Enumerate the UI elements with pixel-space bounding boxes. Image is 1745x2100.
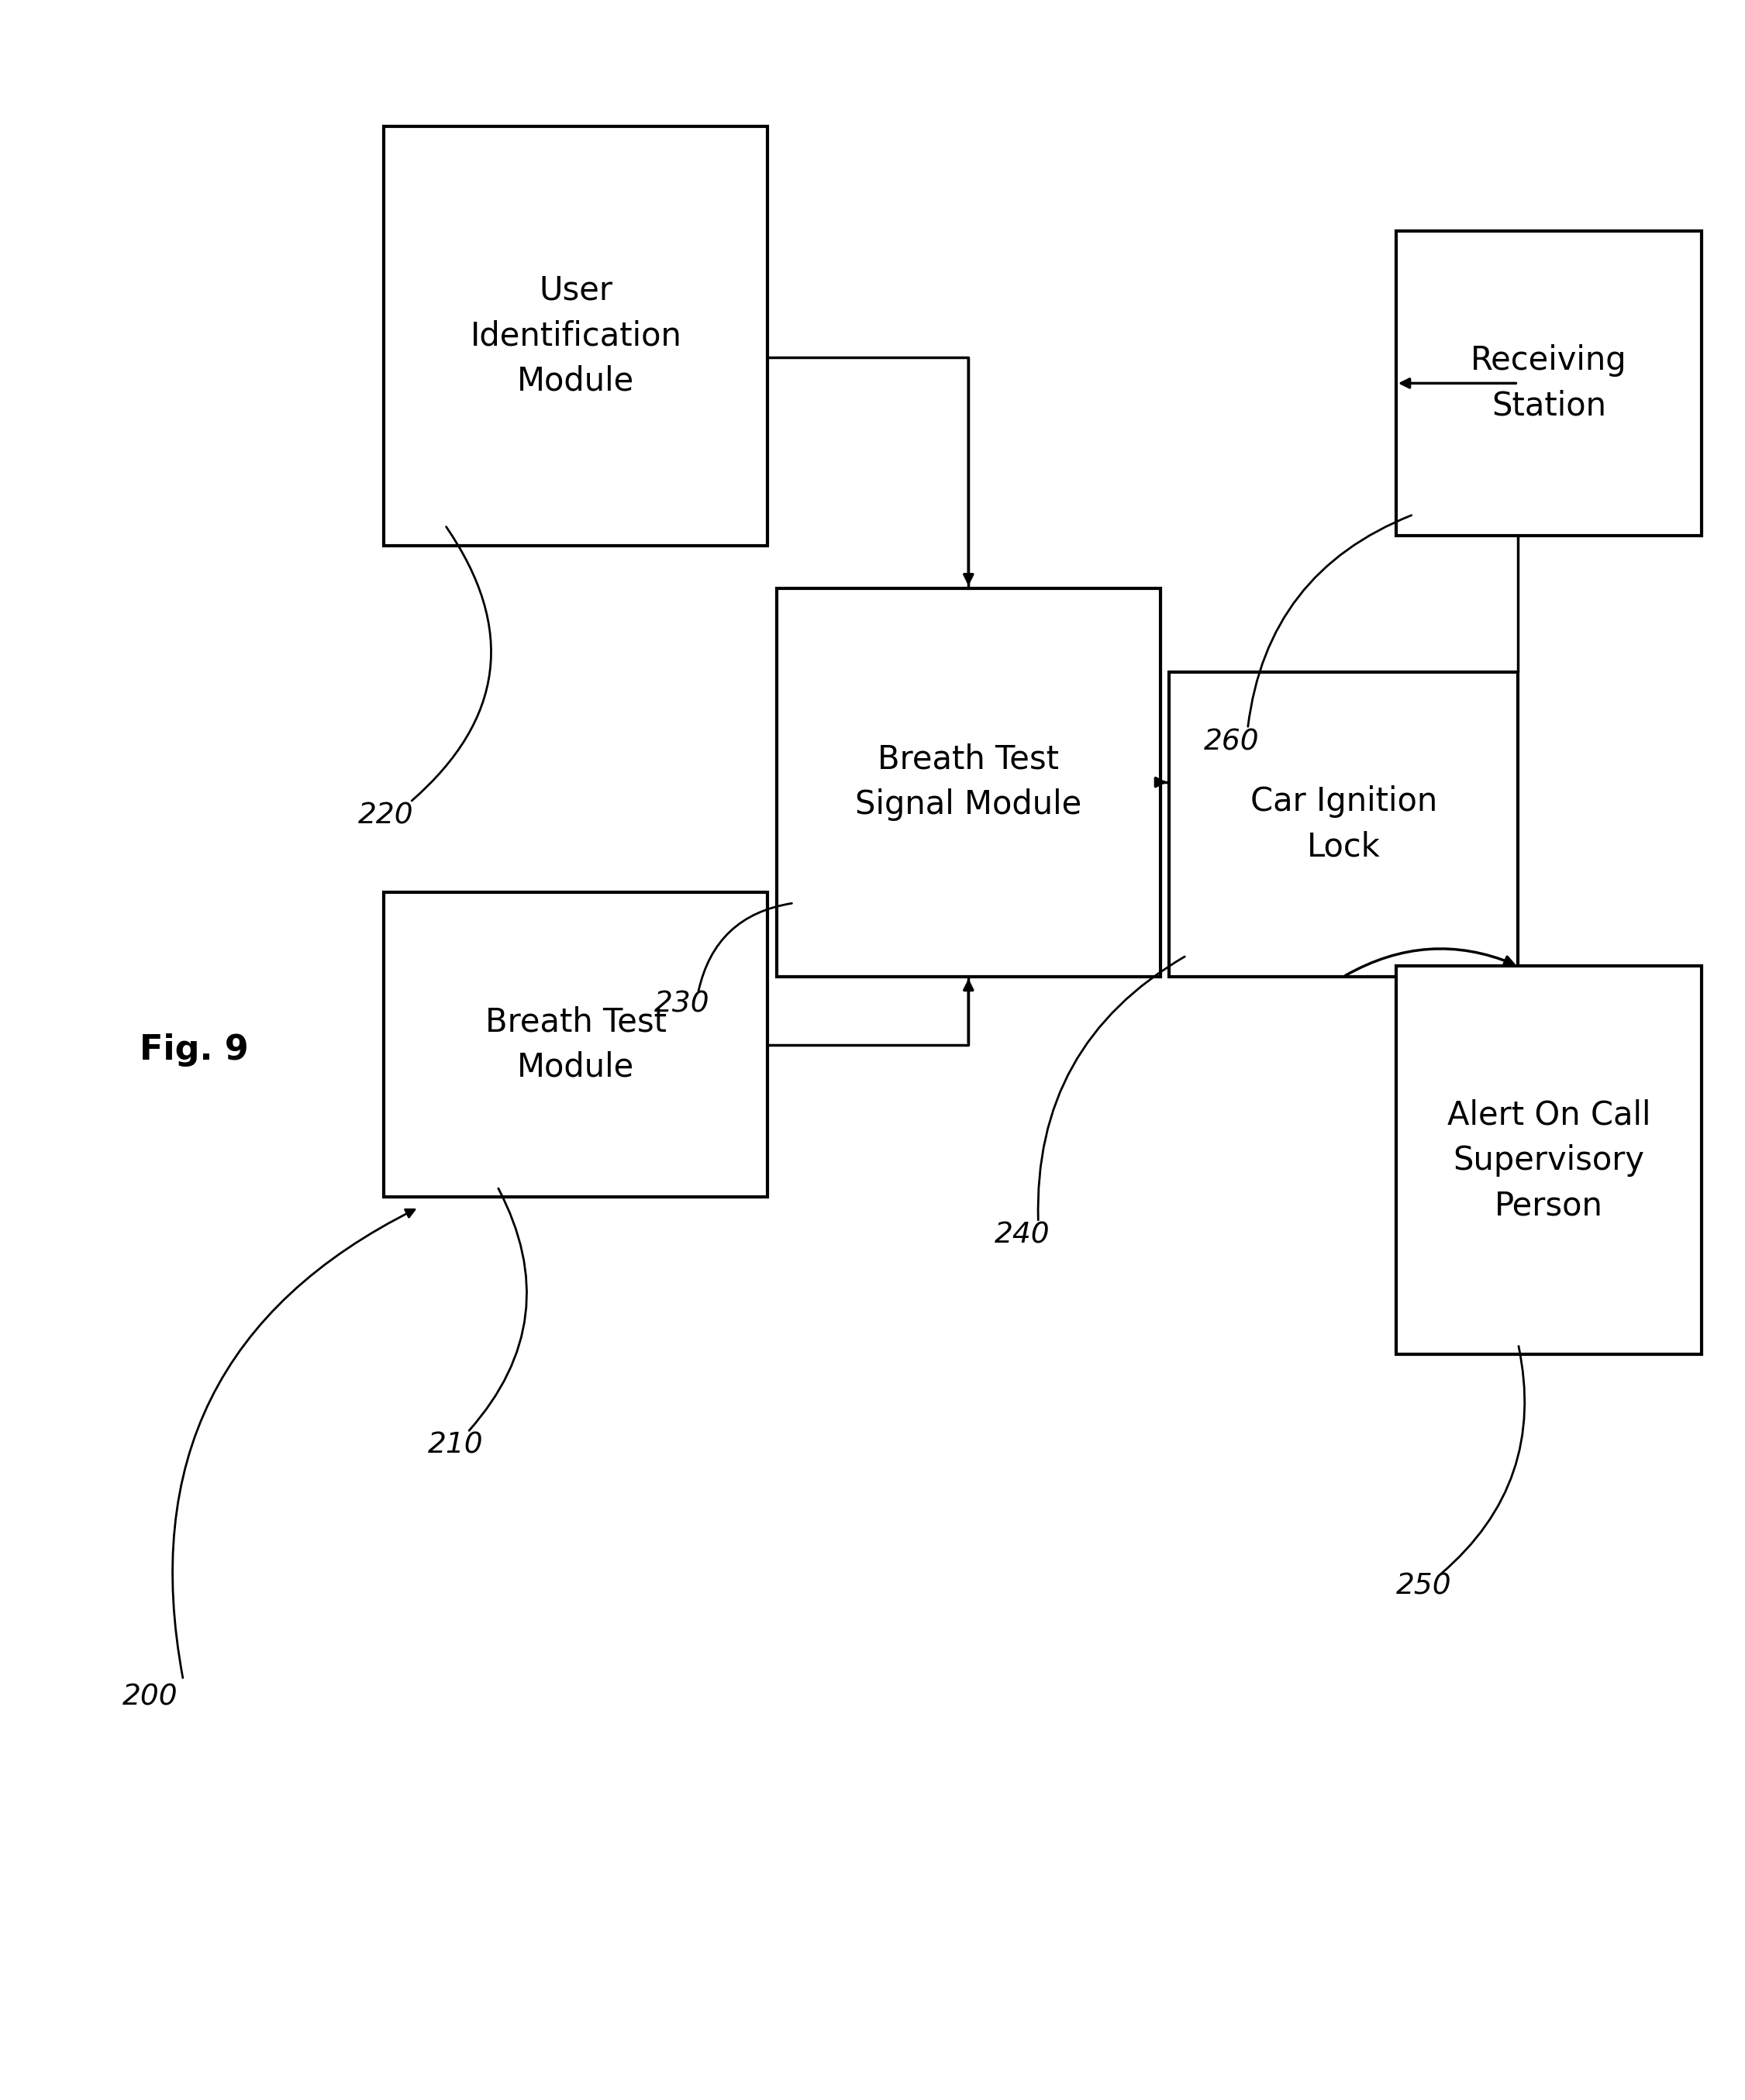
FancyBboxPatch shape [1396,966,1701,1355]
Text: Alert On Call
Supervisory
Person: Alert On Call Supervisory Person [1447,1098,1651,1222]
Text: Car Ignition
Lock: Car Ignition Lock [1249,785,1438,863]
FancyBboxPatch shape [1396,231,1701,536]
Text: User
Identification
Module: User Identification Module [469,275,682,397]
FancyBboxPatch shape [384,126,768,546]
Text: Breath Test
Module: Breath Test Module [485,1006,667,1084]
Text: 210: 210 [428,1432,483,1460]
FancyBboxPatch shape [1169,672,1518,976]
Text: 220: 220 [358,802,414,830]
FancyBboxPatch shape [384,893,768,1197]
FancyBboxPatch shape [777,588,1160,977]
Text: Receiving
Station: Receiving Station [1471,344,1626,422]
Text: Breath Test
Signal Module: Breath Test Signal Module [855,743,1082,821]
Text: 260: 260 [1204,729,1260,756]
Text: 240: 240 [995,1222,1050,1250]
Text: 250: 250 [1396,1573,1452,1600]
Text: 200: 200 [122,1684,178,1711]
Text: 230: 230 [654,991,710,1019]
Text: Fig. 9: Fig. 9 [140,1033,250,1067]
